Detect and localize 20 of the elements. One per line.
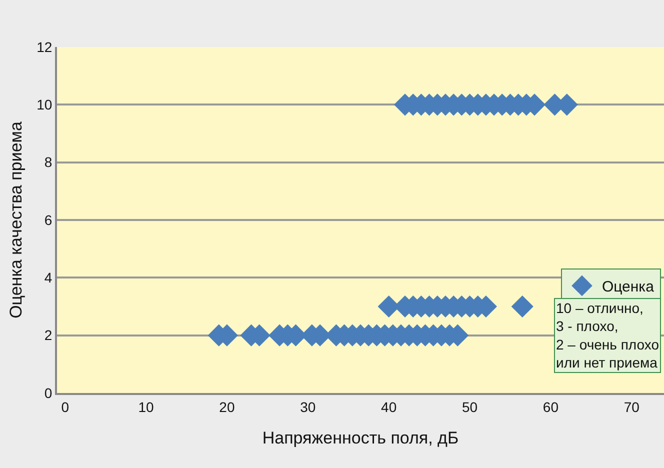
y-tick-label: 2 xyxy=(44,327,52,344)
y-tick-label: 6 xyxy=(44,212,52,228)
legend-label: Оценка xyxy=(602,278,655,296)
annotation: 10 – отлично, 3 - плохо, 2 – очень плохо или нет приема xyxy=(556,300,660,371)
x-axis-title: Напряженность поля, дБ xyxy=(262,428,459,448)
y-tick-label: 8 xyxy=(44,154,52,170)
x-tick-label: 50 xyxy=(462,398,478,415)
x-tick-label: 60 xyxy=(542,398,559,415)
y-tick-label: 4 xyxy=(44,270,52,286)
x-tick-label: 30 xyxy=(300,398,316,415)
point xyxy=(511,295,534,318)
x-tick-label: 10 xyxy=(138,398,154,415)
y-tick-label: 12 xyxy=(36,38,52,55)
x-tick-label: 40 xyxy=(381,398,397,415)
y-tick-label: 0 xyxy=(44,384,52,401)
x-tick-label: 70 xyxy=(624,398,640,415)
x-tick-label: 0 xyxy=(61,398,70,415)
x-tick-label: 20 xyxy=(219,398,235,415)
y-tick-label: 10 xyxy=(36,96,52,113)
y-axis-title: Оценка качества приема xyxy=(6,121,26,318)
